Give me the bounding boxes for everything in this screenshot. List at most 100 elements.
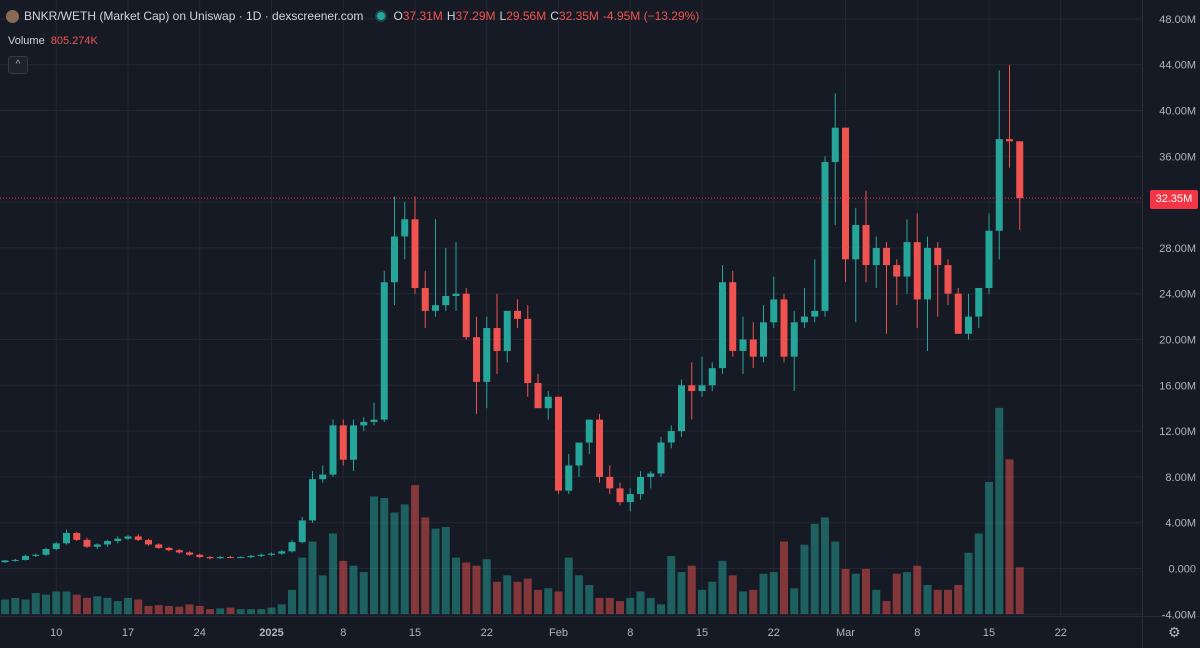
volume-bar [892, 573, 901, 614]
volume-bar [964, 552, 973, 614]
candle-body [1006, 139, 1013, 142]
volume-bar [298, 557, 307, 614]
candle-body [637, 476, 644, 495]
candle-body [237, 557, 245, 559]
candle-body [145, 539, 152, 545]
volume-bar [790, 588, 799, 614]
volume-bar [903, 572, 911, 614]
volume-bar [523, 578, 532, 614]
volume-bar [124, 597, 132, 614]
volume-bar [267, 607, 276, 614]
candle-body [821, 162, 829, 311]
candle-body [503, 310, 511, 351]
volume-bar [667, 556, 676, 614]
x-tick-label: 15 [409, 627, 421, 639]
candle-body [22, 555, 29, 560]
volume-bar [103, 597, 112, 614]
volume-bar [154, 605, 163, 614]
volume-bar [923, 585, 932, 614]
volume-bar [780, 541, 788, 614]
candle-body [257, 554, 265, 556]
candle-body [647, 473, 655, 477]
candle-body [1016, 141, 1024, 199]
volume-bar [359, 572, 368, 614]
volume-bar [954, 585, 963, 614]
volume-bar [42, 594, 50, 614]
candle-body [954, 293, 962, 334]
candle-body [452, 293, 460, 296]
x-tick-label: 24 [194, 627, 206, 639]
candle-body [42, 549, 50, 555]
volume-bar [247, 609, 255, 614]
y-tick-label: 20.00M [1159, 335, 1196, 347]
candle-body [319, 474, 327, 480]
candle-body [1, 560, 9, 563]
x-tick-label: 8 [627, 627, 633, 639]
y-tick-label: 48.00M [1159, 14, 1196, 26]
candle-body [934, 247, 942, 266]
candle-body [872, 247, 880, 266]
volume-bar [329, 533, 337, 614]
candle-body [862, 225, 870, 266]
candle-body [32, 554, 40, 556]
open-label: O [393, 9, 403, 23]
volume-bar [31, 593, 40, 614]
volume-bar [513, 581, 522, 614]
chart-title: BNKR/WETH (Market Cap) on Uniswap · 1D ·… [24, 9, 364, 23]
volume-bar [165, 605, 173, 614]
candle-body [555, 396, 562, 491]
candle-body [339, 425, 347, 460]
candle-body [585, 419, 593, 443]
volume-bar [431, 528, 440, 614]
volume-bar [882, 601, 891, 614]
volume-bar [400, 504, 409, 614]
x-tick-label: 8 [914, 627, 920, 639]
candle-body [811, 310, 819, 317]
volume-bar [206, 609, 214, 614]
candle-body [739, 339, 747, 351]
volume-bar [308, 541, 317, 614]
candle-body [63, 533, 70, 544]
candle-body [524, 318, 532, 384]
y-tick-label: 28.00M [1159, 243, 1196, 255]
candle-body [985, 230, 993, 288]
close-value: 32.35M [558, 9, 599, 23]
volume-bar [503, 575, 512, 614]
candle-body [421, 287, 429, 311]
volume-bar [472, 565, 481, 614]
volume-bar [646, 597, 655, 614]
volume-bar [851, 573, 860, 614]
volume-bar [144, 605, 153, 614]
candle-body [247, 555, 255, 558]
chart-legend: BNKR/WETH (Market Cap) on Uniswap · 1D ·… [6, 9, 703, 23]
volume-bar [605, 597, 614, 614]
gear-icon[interactable]: ⚙ [1168, 624, 1181, 640]
candle-body [565, 465, 573, 491]
volume-bar [236, 609, 245, 614]
y-tick-label: 40.00M [1159, 106, 1196, 118]
candle-body [134, 536, 142, 540]
volume-bar [1015, 567, 1024, 614]
volume-bar [11, 597, 20, 614]
candle-body [11, 559, 19, 561]
candle-body [360, 421, 368, 426]
volume-bar [318, 575, 327, 614]
volume-bar [390, 512, 399, 614]
volume-bar [1, 599, 9, 614]
candle-body [678, 385, 685, 432]
volume-bar [380, 498, 389, 614]
candle-body [473, 337, 480, 382]
volume-bar [452, 557, 460, 614]
low-label: L [499, 9, 507, 23]
volume-bar [708, 581, 717, 614]
candle-body [708, 368, 716, 386]
y-tick-label: 4.00M [1165, 518, 1196, 530]
volume-bar [739, 591, 747, 614]
collapse-legend-button[interactable]: ^ [8, 56, 28, 74]
volume-bar [534, 589, 542, 614]
candle-body [780, 299, 788, 357]
candle-body [749, 339, 757, 357]
y-tick-label: 0.000 [1168, 564, 1196, 576]
volume-bar [769, 572, 778, 614]
